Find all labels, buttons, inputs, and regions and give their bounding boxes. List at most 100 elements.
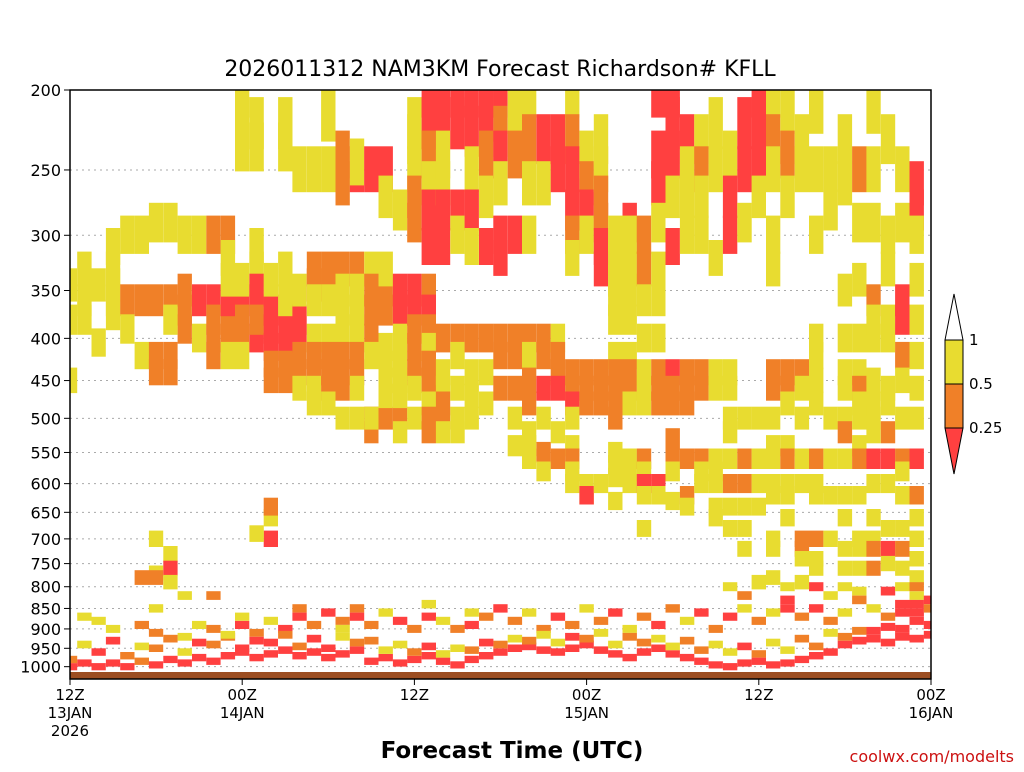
cell — [378, 653, 393, 662]
cell — [235, 122, 250, 172]
cell — [378, 646, 393, 654]
cell — [737, 146, 752, 193]
cell — [522, 341, 537, 370]
cell — [565, 90, 580, 118]
cell — [880, 622, 896, 631]
cell — [909, 634, 924, 643]
cell — [134, 620, 149, 629]
cell — [579, 640, 594, 649]
cell — [909, 304, 924, 335]
cell — [866, 90, 881, 134]
x-tick-label-0-2: 2026 — [51, 722, 89, 740]
cell — [837, 509, 853, 527]
cell — [809, 604, 824, 613]
cell — [722, 175, 738, 219]
cell — [407, 375, 422, 401]
cell — [148, 644, 164, 652]
cell — [751, 448, 766, 469]
cell — [421, 612, 436, 621]
cell — [493, 375, 508, 401]
cell — [708, 97, 723, 150]
cell — [421, 599, 436, 609]
cell — [148, 359, 164, 386]
y-tick-label-350: 350 — [30, 282, 61, 301]
cell — [148, 628, 164, 637]
cell — [694, 474, 709, 494]
cell — [349, 612, 365, 621]
cell — [349, 375, 365, 401]
heatmap-cells — [70, 90, 931, 671]
x-tick-label-0-1: 13JAN — [48, 704, 93, 722]
cell — [794, 574, 810, 590]
cell — [192, 215, 207, 254]
cell — [565, 240, 580, 276]
cell — [909, 599, 924, 609]
cell — [636, 520, 652, 537]
cell — [163, 359, 178, 386]
cell — [880, 520, 896, 537]
cell — [421, 189, 436, 231]
cell — [694, 375, 709, 401]
cell — [522, 114, 537, 165]
cell — [522, 448, 537, 469]
cell — [622, 304, 637, 335]
cell — [479, 652, 494, 660]
chart-title: 2026011312 NAM3KM Forecast Richardson# K… — [224, 57, 776, 82]
cell — [880, 612, 896, 621]
cell — [435, 189, 451, 231]
cell — [794, 655, 810, 664]
cell — [837, 323, 853, 353]
credit-text: coolwx.com/modelts — [850, 747, 1014, 766]
y-tick-label-1000: 1000 — [20, 658, 61, 677]
cell — [766, 570, 781, 585]
cell — [766, 661, 781, 669]
cell — [722, 520, 738, 537]
cell — [823, 591, 838, 600]
cell — [493, 240, 508, 276]
cell — [722, 497, 738, 516]
cell — [665, 650, 680, 658]
cell — [263, 262, 278, 297]
cell — [579, 486, 594, 505]
cell — [148, 570, 164, 585]
cell — [163, 655, 178, 664]
cell — [751, 474, 766, 494]
cell — [536, 624, 551, 633]
cell — [780, 175, 795, 219]
cell — [479, 175, 494, 219]
x-tick-label-0-0: 12Z — [55, 686, 84, 704]
cell — [450, 215, 465, 254]
cell — [220, 630, 236, 639]
cell — [852, 560, 867, 576]
cell — [866, 626, 881, 635]
cell — [737, 659, 752, 667]
cell — [522, 391, 537, 416]
cell — [837, 161, 853, 206]
cell — [837, 632, 853, 641]
y-tick-label-600: 600 — [30, 475, 61, 494]
cell — [923, 604, 931, 613]
cell — [464, 646, 479, 654]
cell — [737, 591, 752, 600]
cell — [895, 202, 910, 243]
cell — [335, 375, 350, 401]
cell — [70, 663, 78, 671]
cell — [708, 240, 723, 276]
cell — [866, 202, 881, 243]
cell — [407, 97, 422, 150]
x-tick-label-60-1: 16JAN — [909, 704, 954, 722]
cell — [321, 284, 336, 317]
cell — [722, 663, 738, 671]
cell — [364, 146, 379, 193]
cell — [335, 161, 350, 206]
cell — [780, 646, 795, 654]
cell — [708, 146, 723, 193]
cell — [536, 341, 551, 370]
cell — [479, 90, 494, 142]
y-tick-label-700: 700 — [30, 530, 61, 549]
cell — [679, 497, 695, 516]
cell — [91, 663, 106, 671]
cell — [479, 612, 494, 621]
cell — [177, 632, 192, 641]
